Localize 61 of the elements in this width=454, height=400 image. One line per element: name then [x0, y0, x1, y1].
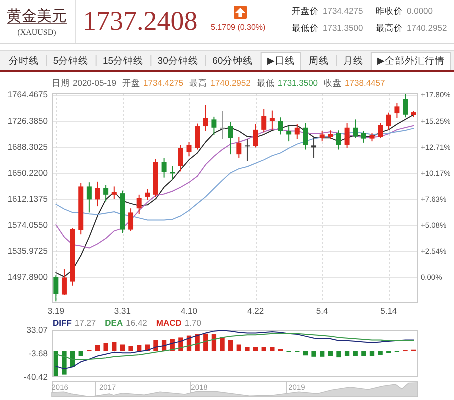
text: 最高价 1740.2952	[376, 23, 448, 33]
text: 5分钟线	[53, 55, 89, 67]
bar	[220, 337, 225, 352]
y-tick-label: 1574.0550	[8, 220, 48, 230]
y-tick-label: 1535.9725	[8, 246, 48, 256]
bar	[228, 340, 234, 352]
x-tick-label: 3.19	[48, 306, 65, 316]
bar	[328, 351, 333, 356]
bar	[245, 347, 250, 352]
text: 昨收价 0.0000	[376, 6, 434, 16]
bar	[344, 351, 350, 356]
text: 最低价 1731.3500	[292, 23, 364, 33]
text: 15分钟线	[102, 55, 144, 67]
y-tick-label: 33.07	[26, 325, 48, 335]
bar	[336, 351, 342, 358]
bar	[320, 351, 325, 357]
text: 月线	[343, 55, 364, 67]
bar	[128, 346, 134, 352]
y-tick-label: -40.42	[24, 372, 48, 382]
bar	[95, 345, 100, 352]
bar	[236, 344, 242, 352]
x-tick-label: 5.14	[380, 306, 398, 316]
bar	[378, 351, 383, 355]
text: 分时线	[9, 55, 40, 67]
y-tick-label: 1688.3025	[8, 142, 48, 152]
y-tick-label: 1497.8900	[8, 272, 48, 282]
bar	[112, 342, 117, 352]
bar	[370, 351, 375, 356]
bar	[78, 351, 84, 356]
bar	[212, 334, 217, 352]
y-tick-label: 1612.1375	[8, 194, 48, 204]
bar	[154, 340, 158, 352]
text: 30分钟线	[158, 55, 198, 67]
text: ▶全部外汇行情	[378, 55, 445, 67]
y-tick-label: 1764.4675	[8, 90, 48, 100]
bar	[312, 351, 316, 357]
x-tick-label: 4.10	[180, 306, 198, 316]
text: 周线	[309, 55, 330, 67]
text: ▶日线	[267, 55, 295, 67]
x-tick-label: 3.31	[114, 306, 132, 316]
text: 60分钟线	[212, 55, 254, 67]
bar	[137, 345, 142, 352]
bar	[120, 344, 126, 352]
text: 5.1709 (0.30%)	[211, 23, 266, 32]
text: 1737.2408	[83, 6, 198, 36]
bar	[362, 351, 366, 356]
text: 黄金美元	[7, 8, 67, 25]
text: (XAUUSD)	[18, 28, 57, 37]
bar	[353, 351, 358, 356]
y-tick-label: 1726.3850	[8, 116, 48, 126]
x-tick-label: 5.4	[316, 306, 329, 316]
text: 开盘价 1734.4275	[292, 6, 364, 16]
legend: DIFF 17.27 DEA 16.42 MACD 1.70	[53, 318, 202, 328]
text: 日期 2020-05-19 开盘 1734.4275 最高 1740.2952 最低 1731.3500 收盘 1738.4457	[52, 78, 386, 88]
y-tick-label: 1650.2200	[8, 168, 48, 178]
bar	[303, 351, 308, 356]
x-tick-label: 4.22	[248, 306, 264, 316]
bar	[270, 347, 275, 352]
y-tick-label: -3.68	[28, 348, 48, 359]
bar	[104, 343, 108, 352]
bar	[54, 351, 58, 376]
